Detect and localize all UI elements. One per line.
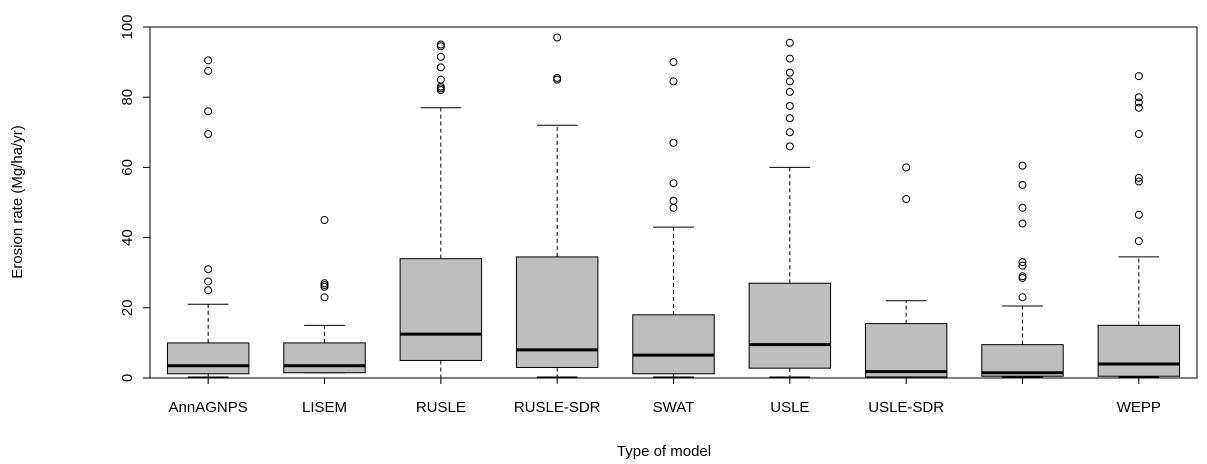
x-tick-label: RUSLE-SDR [514, 399, 601, 416]
x-tick-label: USLE-SDR [868, 399, 944, 416]
outlier [669, 138, 678, 147]
y-tick-label: 80 [119, 89, 136, 106]
outlier [1134, 237, 1143, 246]
outlier [1018, 219, 1027, 228]
outlier [1018, 272, 1027, 281]
y-tick-label: 0 [119, 374, 136, 382]
outlier [436, 75, 445, 84]
outlier [669, 203, 678, 212]
y-tick-label: 20 [119, 299, 136, 316]
outlier [320, 216, 329, 225]
outlier [1134, 98, 1143, 107]
outlier [553, 33, 562, 42]
box [748, 282, 832, 369]
box [981, 344, 1064, 377]
outlier [320, 279, 329, 288]
outlier [1134, 93, 1143, 102]
outlier [669, 179, 678, 188]
y-tick-label: 100 [119, 14, 136, 39]
outlier [204, 107, 213, 116]
box [1097, 324, 1181, 377]
outlier [320, 293, 329, 302]
outlier [1018, 293, 1027, 302]
outlier [785, 38, 794, 47]
x-tick-label: USLE [770, 399, 809, 416]
box [283, 342, 366, 374]
outlier [1134, 177, 1143, 186]
outlier [669, 77, 678, 86]
outlier [204, 130, 213, 139]
x-tick-label: LISEM [302, 399, 347, 416]
x-tick-label: AnnAGNPS [169, 399, 248, 416]
outlier [436, 40, 445, 49]
outlier [902, 194, 911, 203]
outlier [1134, 173, 1143, 182]
outlier [1018, 258, 1027, 267]
box [399, 258, 483, 361]
outlier [1018, 203, 1027, 212]
box [166, 342, 250, 375]
outlier [204, 277, 213, 286]
outlier [902, 163, 911, 172]
y-tick-label: 60 [119, 159, 136, 176]
outlier [669, 196, 678, 205]
outlier [669, 58, 678, 67]
outlier [785, 142, 794, 151]
outlier [785, 54, 794, 63]
outlier [1018, 161, 1027, 170]
outlier [1134, 210, 1143, 219]
x-tick-label: SWAT [653, 399, 695, 416]
outlier [204, 265, 213, 274]
y-tick-label: 40 [119, 229, 136, 246]
x-axis-title: Type of model [617, 443, 711, 460]
outlier [785, 77, 794, 86]
outlier [785, 114, 794, 123]
x-tick-label: RUSLE [416, 399, 466, 416]
outlier [1018, 261, 1027, 270]
outlier [204, 66, 213, 75]
outlier [1134, 72, 1143, 81]
outlier [1018, 180, 1027, 189]
outlier [1134, 103, 1143, 112]
outlier [785, 101, 794, 110]
outlier [553, 73, 562, 82]
outlier [436, 63, 445, 72]
outlier [1134, 130, 1143, 139]
box [632, 314, 715, 375]
outlier [204, 56, 213, 65]
outlier [436, 52, 445, 61]
outlier [785, 87, 794, 96]
outlier [204, 286, 213, 295]
box [864, 323, 948, 378]
y-axis-title: Erosion rate (Mg/ha/yr) [9, 125, 26, 278]
outlier [785, 68, 794, 77]
outlier [785, 128, 794, 137]
x-tick-label: WEPP [1117, 399, 1161, 416]
